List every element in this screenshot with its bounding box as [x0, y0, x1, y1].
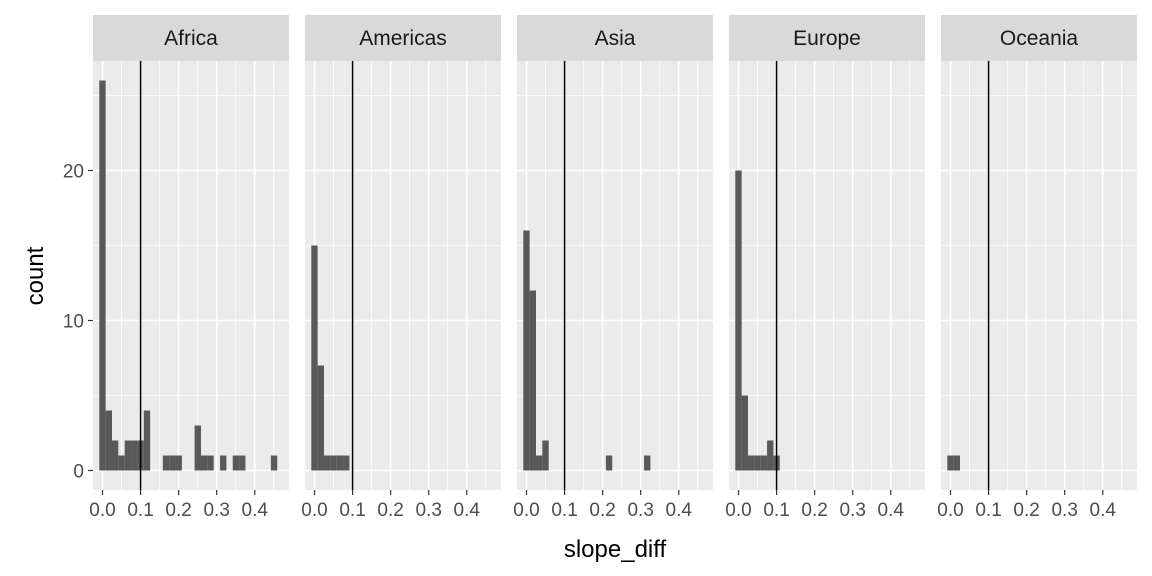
- histogram-bar: [143, 410, 151, 471]
- x-tick-label: 0.4: [454, 500, 481, 521]
- histogram-bar: [162, 455, 170, 471]
- panel-background: [93, 61, 289, 490]
- x-tick-label: 0.1: [551, 500, 577, 521]
- y-axis: 0 10 20: [63, 162, 93, 483]
- panel-background: [729, 61, 925, 490]
- histogram-bar: [131, 440, 138, 471]
- facet-strip-label: Africa: [164, 27, 218, 50]
- x-tick-label: 0.3: [627, 500, 653, 521]
- histogram-bar: [169, 455, 176, 471]
- facet-strip: [941, 15, 1137, 61]
- facet-strip-label: Europe: [793, 27, 861, 50]
- facet-strip-label: Oceania: [1000, 27, 1079, 50]
- histogram-bar: [336, 455, 344, 471]
- x-tick-label: 0.1: [763, 500, 789, 521]
- x-tick-label: 0.1: [127, 500, 153, 521]
- histogram-bar: [207, 455, 214, 471]
- facet-panel-americas: Americas 0.0 0.1 0.2 0.3 0.4: [301, 15, 501, 521]
- histogram-bar: [323, 455, 331, 471]
- facet-panel-asia: Asia 0.0 0.1 0.2 0.3 0.4: [513, 15, 713, 521]
- x-tick-label: 0.2: [165, 500, 191, 521]
- y-tick-label: 10: [63, 312, 84, 333]
- histogram-bar: [947, 455, 954, 471]
- histogram-bar: [118, 455, 125, 471]
- panel-background: [305, 61, 501, 490]
- x-tick-label: 0.3: [1051, 500, 1077, 521]
- facet-panel-africa: Africa 0.0 0.1 0.2 0.3 0.4: [89, 15, 289, 521]
- histogram-bar: [200, 455, 208, 471]
- histogram-bar: [747, 455, 755, 471]
- x-tick-label: 0.0: [301, 500, 327, 521]
- x-axis-title: slope_diff: [564, 536, 667, 563]
- x-tick-label: 0.4: [1090, 500, 1117, 521]
- facet-strip: [517, 15, 713, 61]
- facet-panels: Africa 0.0 0.1 0.2 0.3 0.4 Americas 0.0 0.1 0.2 0.…: [89, 15, 1137, 521]
- x-tick-label: 0.2: [1013, 500, 1039, 521]
- facet-panel-europe: Europe 0.0 0.1 0.2 0.3 0.4: [725, 15, 925, 521]
- histogram-bar: [767, 440, 774, 471]
- histogram-bar: [311, 245, 318, 471]
- panel-background: [517, 61, 713, 490]
- y-tick-label: 20: [63, 162, 84, 183]
- facet-strip-label: Asia: [595, 27, 636, 50]
- histogram-bar: [535, 455, 543, 471]
- x-tick-label: 0.2: [801, 500, 827, 521]
- histogram-bar: [741, 395, 748, 471]
- histogram-bar: [175, 455, 182, 471]
- x-tick-label: 0.3: [203, 500, 229, 521]
- x-tick-label: 0.0: [89, 500, 115, 521]
- histogram-bar: [194, 425, 201, 471]
- histogram-bar: [605, 455, 613, 471]
- histogram-bar: [542, 440, 549, 471]
- x-tick-label: 0.0: [513, 500, 539, 521]
- y-tick-label: 0: [73, 462, 84, 483]
- x-tick-label: 0.3: [415, 500, 441, 521]
- x-tick-label: 0.4: [666, 500, 693, 521]
- histogram-bar: [124, 440, 132, 471]
- histogram-bar: [754, 455, 761, 471]
- histogram-bar: [111, 440, 119, 471]
- x-tick-label: 0.0: [937, 500, 963, 521]
- histogram-bar: [232, 455, 240, 471]
- facet-panel-oceania: Oceania 0.0 0.1 0.2 0.3 0.4: [937, 15, 1137, 521]
- x-tick-label: 0.1: [975, 500, 1001, 521]
- x-tick-label: 0.4: [878, 500, 905, 521]
- histogram-bar: [529, 290, 536, 471]
- x-tick-label: 0.0: [725, 500, 751, 521]
- histogram-bar: [239, 455, 246, 471]
- histogram-bar: [523, 230, 530, 471]
- histogram-bar: [644, 455, 651, 471]
- x-tick-label: 0.2: [589, 500, 615, 521]
- histogram-bar: [220, 455, 227, 471]
- x-tick-label: 0.2: [377, 500, 403, 521]
- histogram-bar: [317, 365, 324, 471]
- x-tick-label: 0.3: [839, 500, 865, 521]
- histogram-bar: [343, 455, 350, 471]
- facet-strip: [305, 15, 501, 61]
- histogram-bar: [953, 455, 960, 471]
- histogram-bar: [99, 80, 106, 471]
- histogram-bar: [735, 170, 742, 471]
- x-tick-label: 0.1: [339, 500, 365, 521]
- y-axis-title: count: [22, 246, 49, 305]
- histogram-bar: [105, 410, 112, 471]
- histogram-bar: [760, 455, 768, 471]
- facet-strip: [93, 15, 289, 61]
- facet-strip: [729, 15, 925, 61]
- facet-strip-label: Americas: [359, 27, 447, 50]
- panel-background: [941, 61, 1137, 490]
- x-tick-label: 0.4: [242, 500, 269, 521]
- histogram-bar: [270, 455, 278, 471]
- histogram-bar: [330, 455, 337, 471]
